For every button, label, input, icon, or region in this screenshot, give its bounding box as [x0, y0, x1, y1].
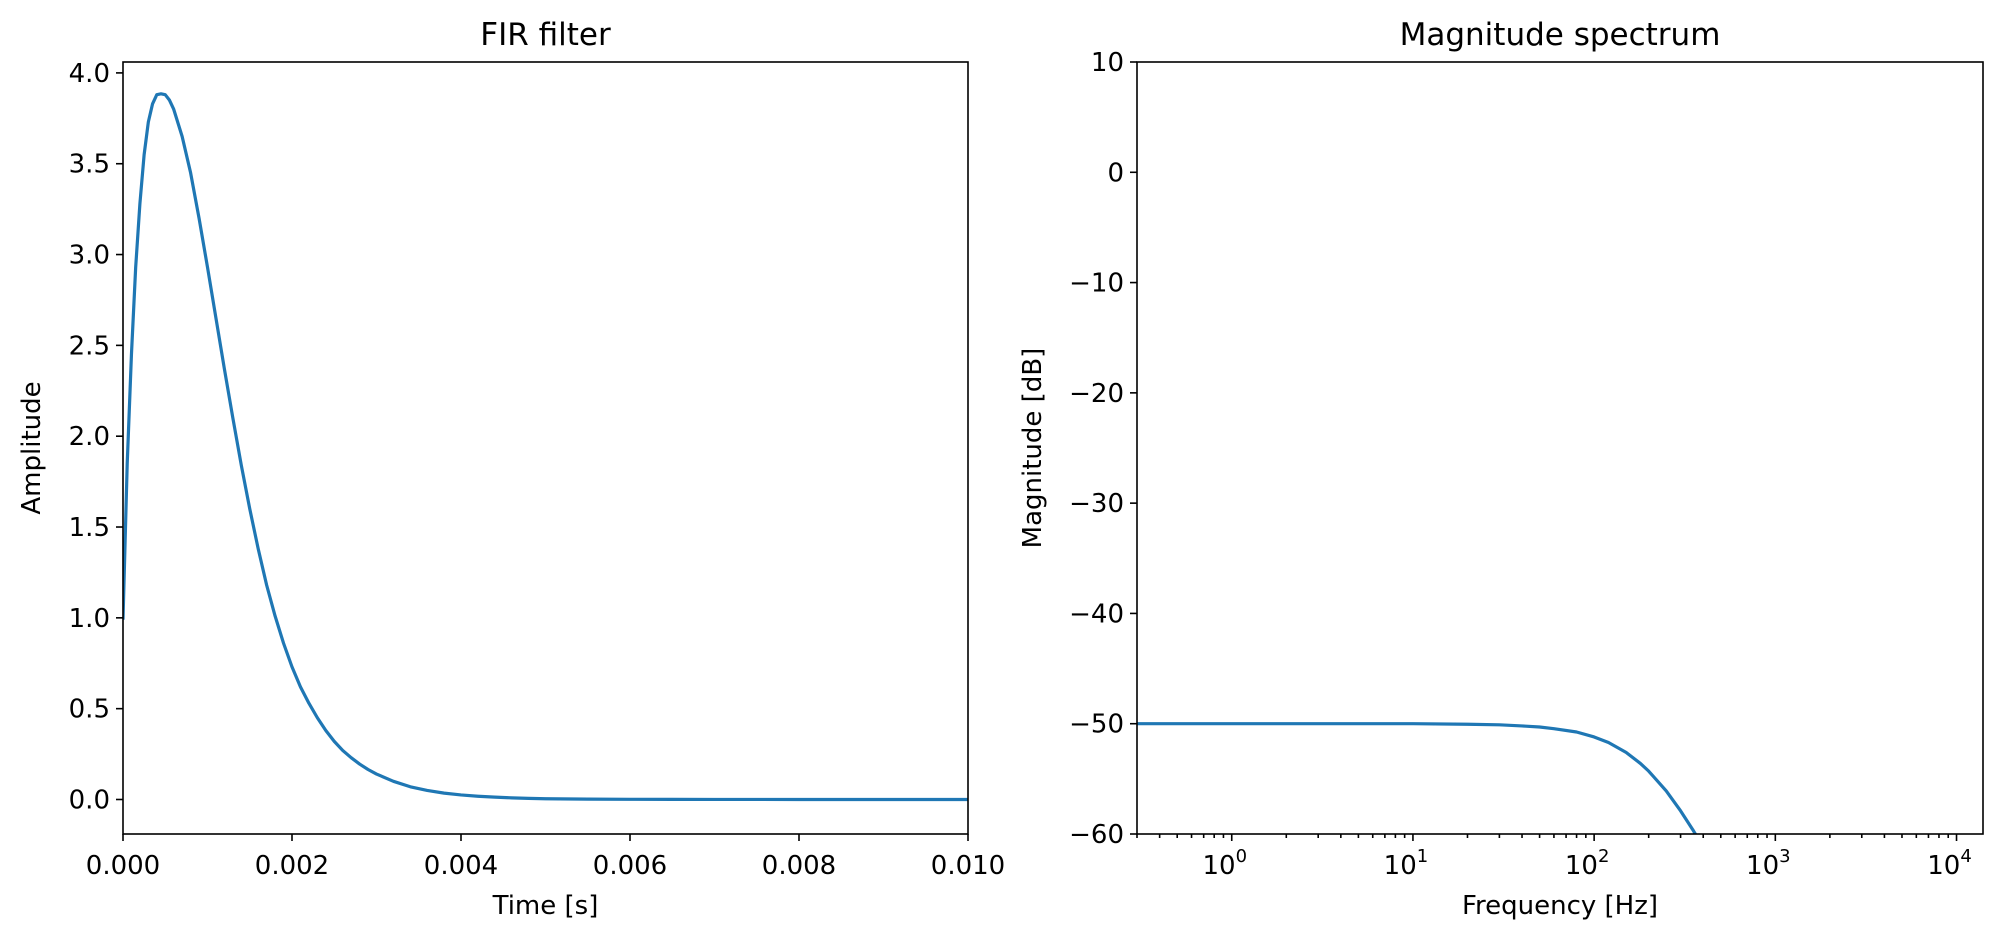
fir-filter-x-tick-label-2: 0.004	[424, 851, 498, 881]
magnitude-spectrum-y-axis-label: Magnitude [dB]	[1018, 348, 1048, 549]
fir-filter-marks	[123, 92, 968, 802]
magnitude-spectrum-y-tick-label-2: −10	[1069, 269, 1124, 299]
fir-filter-x-tick-label-4: 0.008	[762, 851, 836, 881]
fir-filter-ticks: 0.0 0.5 1.0 1.5 2.0 2.5 3.0 3.5 4.0 0.000 0.002 0.0…	[69, 59, 1006, 881]
magnitude-spectrum-x-tick-label-0: 100	[1202, 846, 1247, 881]
magnitude-spectrum-y-tick-label-6: −50	[1069, 710, 1124, 740]
fir-filter-y-tick-label-3: 1.5	[69, 513, 110, 543]
fir-filter-y-tick-label-5: 2.5	[69, 331, 110, 361]
magnitude-spectrum-y-tick-label-7: −60	[1069, 820, 1124, 850]
fir-filter-y-tick-label-1: 0.5	[69, 695, 110, 725]
magnitude-spectrum-x-axis-label: Frequency [Hz]	[1462, 891, 1658, 921]
fir-filter-x-tick-label-5: 0.010	[931, 851, 1005, 881]
fir-filter-y-tick-label-8: 4.0	[69, 59, 110, 89]
fir-filter-y-tick-label-4: 2.0	[69, 422, 110, 452]
magnitude-spectrum-frame	[1136, 61, 1984, 835]
fir-filter-y-tick-label-0: 0.0	[69, 785, 110, 815]
fir-filter-frame	[122, 61, 969, 835]
magnitude-spectrum-y-tick-label-4: −30	[1069, 489, 1124, 519]
magnitude-spectrum-series-line-0	[1137, 722, 1698, 834]
magnitude-spectrum-x-tick-label-1: 101	[1384, 846, 1429, 881]
fir-filter-panel: 0.0 0.5 1.0 1.5 2.0 2.5 3.0 3.5 4.0 0.000 0.002 0.0…	[17, 17, 1005, 921]
fir-filter-x-tick-label-0: 0.000	[86, 851, 160, 881]
fir-filter-x-axis-label: Time [s]	[492, 891, 599, 921]
fir-filter-x-tick-label-1: 0.002	[255, 851, 329, 881]
fir-filter-y-tick-label-7: 3.5	[69, 150, 110, 180]
magnitude-spectrum-marks	[1137, 722, 1698, 834]
magnitude-spectrum-x-tick-label-2: 102	[1565, 846, 1610, 881]
magnitude-spectrum-x-tick-label-3: 103	[1746, 846, 1791, 881]
magnitude-spectrum-title: Magnitude spectrum	[1400, 17, 1721, 53]
fir-filter-y-tick-label-2: 1.0	[69, 604, 110, 634]
fir-filter-x-tick-label-3: 0.006	[593, 851, 667, 881]
fir-filter-series-line-0	[123, 92, 968, 802]
fir-filter-y-tick-label-6: 3.0	[69, 241, 110, 271]
fir-filter-y-axis-label: Amplitude	[17, 381, 47, 514]
magnitude-spectrum-y-tick-label-0: 10	[1091, 48, 1124, 78]
magnitude-spectrum-y-tick-label-5: −40	[1069, 599, 1124, 629]
magnitude-spectrum-y-tick-label-3: −20	[1069, 379, 1124, 409]
magnitude-spectrum-y-tick-label-1: 0	[1107, 158, 1124, 188]
magnitude-spectrum-x-tick-label-4: 104	[1927, 846, 1972, 881]
fir-filter-title: FIR filter	[480, 17, 611, 53]
